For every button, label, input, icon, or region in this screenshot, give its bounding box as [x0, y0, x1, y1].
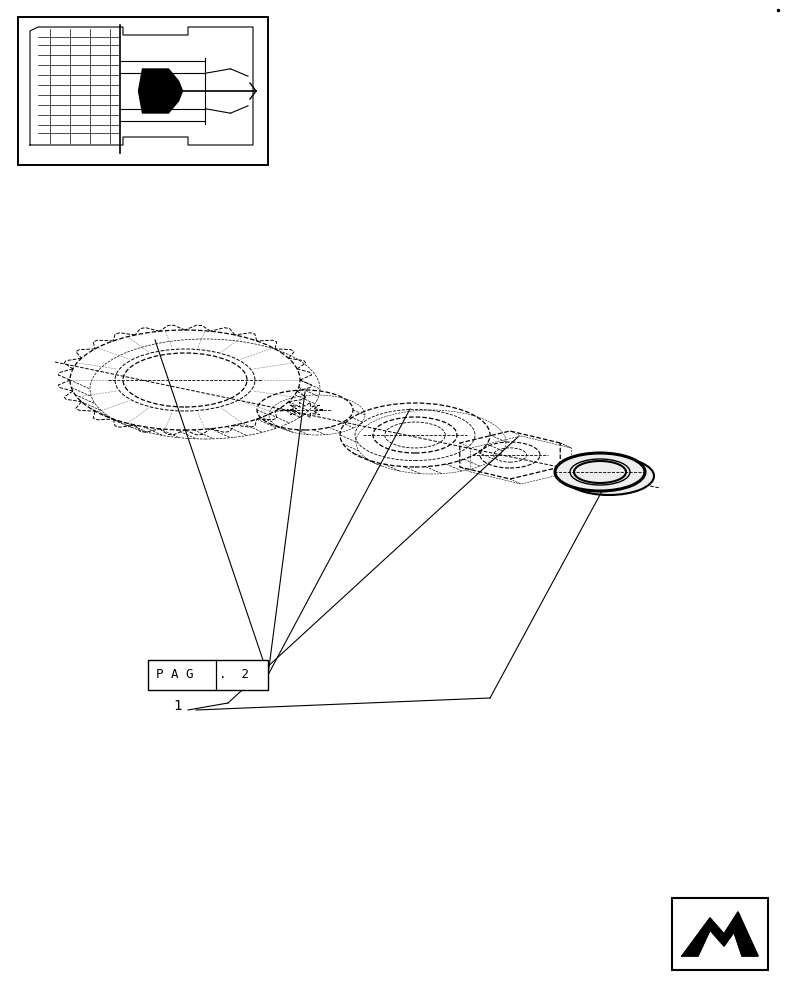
Polygon shape — [139, 69, 183, 113]
Bar — [148, 660, 268, 690]
Bar — [18, 17, 268, 165]
Text: P A G: P A G — [156, 668, 194, 682]
Ellipse shape — [555, 453, 645, 491]
Text: 1: 1 — [174, 699, 182, 713]
Bar — [18, 17, 268, 165]
Bar — [672, 898, 768, 970]
Text: .  2: . 2 — [219, 668, 249, 682]
Ellipse shape — [564, 457, 654, 495]
Polygon shape — [682, 912, 758, 956]
